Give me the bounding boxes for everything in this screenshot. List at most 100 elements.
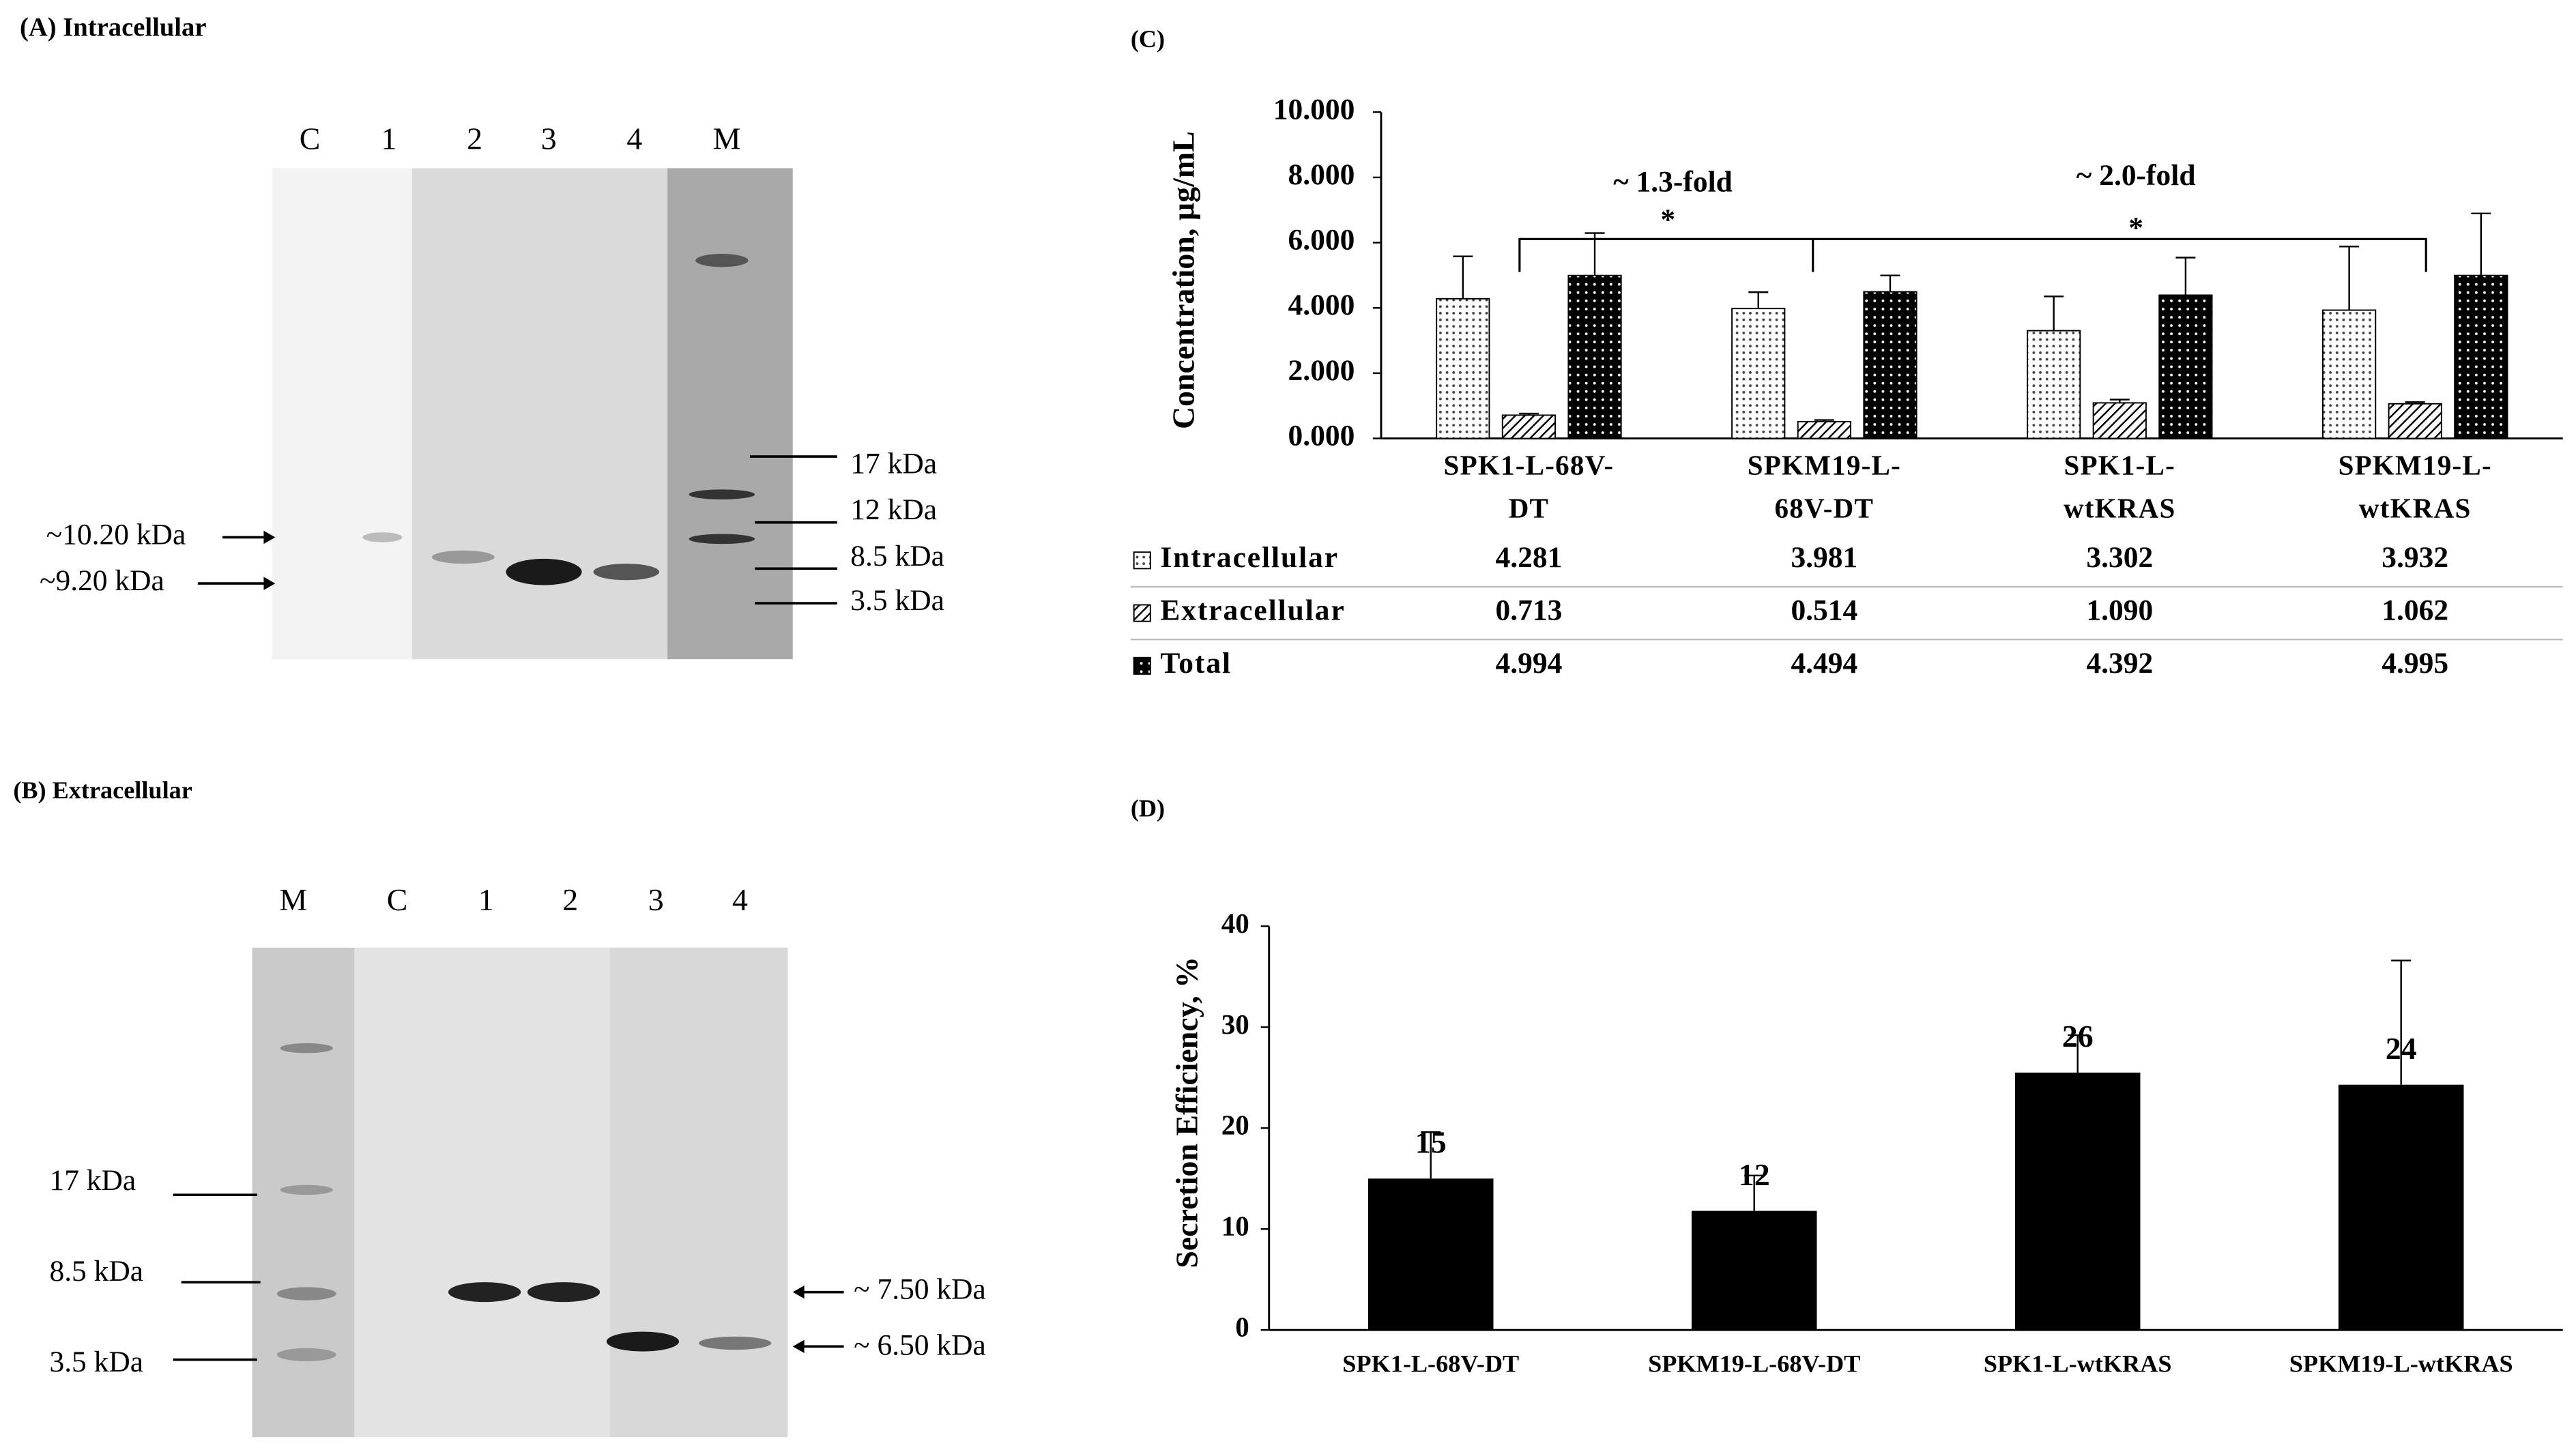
panel-title: (B) Extracellular (13, 776, 192, 804)
error-bar (1814, 419, 1834, 422)
table-value: 1.090 (2086, 594, 2153, 627)
bar (1567, 274, 1622, 439)
error-bar (1518, 412, 1539, 416)
marker-label: 12 kDa (850, 493, 937, 526)
table-value: 4.994 (1496, 647, 1563, 680)
error-bar (1421, 1131, 1441, 1179)
marker-label: 8.5 kDa (850, 540, 944, 572)
band (362, 532, 403, 542)
x-tick-label: SPKM19-L- 68V-DT (1747, 450, 1902, 525)
bar (2092, 402, 2147, 439)
blot-lane (609, 947, 788, 1438)
band (280, 1185, 333, 1195)
blot-lane (272, 168, 414, 660)
y-tick-label: 6.000 (1288, 224, 1355, 257)
band (593, 564, 660, 581)
x-tick-label-box: SPK1-L- wtKRAS (2063, 450, 2176, 525)
bar (2014, 1072, 2141, 1331)
blot-lane (354, 947, 612, 1438)
marker-label: 17 kDa (49, 1164, 136, 1197)
bar (1501, 414, 1557, 439)
band (695, 254, 749, 267)
lane-label: 4 (732, 882, 748, 917)
y-tick-label: 0 (1235, 1311, 1249, 1343)
band (276, 1348, 336, 1362)
lane-label: 2 (562, 882, 578, 917)
y-axis-label: Secretion Efficiency, % (1169, 957, 1204, 1268)
band (280, 1043, 333, 1054)
marker-label: 17 kDa (850, 448, 937, 480)
lane-label: M (713, 121, 741, 156)
error-bar (2175, 257, 2196, 295)
y-tick-label: 20 (1221, 1109, 1249, 1141)
band (431, 550, 495, 564)
band (506, 558, 582, 585)
data-label: 15 (1415, 1125, 1447, 1160)
bar (2338, 1084, 2464, 1331)
error-bar (2044, 295, 2064, 331)
error-bar (1748, 291, 1769, 309)
marker-labels: 17 kDa 12 kDa 8.5 kDa 3.5 kDa ~10.20 kDa… (40, 448, 944, 617)
y-tick-label: 10.000 (1273, 93, 1355, 126)
legend-swatch (1133, 551, 1151, 570)
error-bar (1744, 1174, 1765, 1211)
table-value: 3.932 (2382, 541, 2448, 574)
error-bar (2391, 959, 2412, 1085)
lane-label: 3 (541, 121, 557, 156)
y-tick-label: 2.000 (1288, 354, 1355, 387)
x-tick-label-box: SPKM19-L- 68V-DT (1747, 450, 1902, 525)
lane-labels: M C 1 2 3 4 (280, 882, 748, 917)
band (699, 1336, 772, 1350)
blot-lane (667, 168, 793, 660)
panel-title: (A) Intracellular (20, 13, 207, 42)
x-tick-label-box: SPKM19-L- wtKRAS (2339, 450, 2491, 524)
bar (2454, 274, 2508, 439)
error-bar (2109, 398, 2130, 403)
marker-label: 3.5 kDa (49, 1346, 143, 1378)
annotation: * (2128, 212, 2143, 244)
marker-labels: 17 kDa 8.5 kDa 3.5 kDa ~ 7.50 kDa ~ 6.50… (49, 1164, 985, 1378)
significance-bracket (1518, 237, 2427, 272)
panel-label: (C) (1131, 25, 1165, 53)
x-tick-label: SPK1-L-68V- DT (1443, 450, 1615, 525)
y-tick-label: 30 (1221, 1008, 1249, 1040)
data-label: 24 (2386, 1031, 2417, 1066)
bar (2388, 403, 2442, 439)
table-value: 3.981 (1791, 541, 1857, 574)
bar (1731, 308, 1786, 439)
error-bar (1453, 255, 1473, 299)
y-tick-label: 4.000 (1288, 289, 1355, 321)
data-label: 26 (2062, 1019, 2094, 1054)
x-tick-label-box: SPK1-L-68V- DT (1443, 450, 1615, 525)
y-axis-label: Concentration, µg/mL (1166, 131, 1200, 429)
x-tick-label: SPKM19-L-wtKRAS (2289, 1350, 2513, 1378)
table-value: 4.494 (1791, 647, 1857, 680)
x-tick-label: SPK1-L-68V-DT (1342, 1350, 1519, 1378)
x-tick-label: SPKM19-L-68V-DT (1648, 1350, 1860, 1378)
lane-label: C (300, 121, 321, 156)
bar (1797, 420, 1851, 439)
legend-swatch (1133, 604, 1151, 622)
marker-lines (197, 455, 837, 605)
lane-label: 1 (478, 882, 494, 917)
bar (1691, 1210, 1817, 1331)
y-tick-label: 10 (1221, 1210, 1249, 1242)
band (689, 489, 755, 499)
band-label: ~ 7.50 kDa (854, 1273, 986, 1306)
arrow-head (792, 1285, 805, 1353)
annotation: ~ 2.0-fold (2076, 159, 2196, 192)
bar (2321, 309, 2377, 439)
lane-label: 2 (467, 121, 482, 156)
x-tick-label: SPK1-L- wtKRAS (2063, 450, 2176, 525)
band-label: ~10.20 kDa (46, 518, 186, 551)
legend-swatch (1133, 656, 1151, 675)
table-value: 0.514 (1791, 594, 1857, 627)
band (448, 1282, 521, 1303)
table-value: 4.995 (2382, 647, 2448, 680)
error-bar (2405, 401, 2425, 404)
error-bar (2339, 246, 2360, 310)
annotation: * (1660, 203, 1675, 236)
error-bar (2471, 212, 2491, 276)
bar (1863, 291, 1917, 439)
